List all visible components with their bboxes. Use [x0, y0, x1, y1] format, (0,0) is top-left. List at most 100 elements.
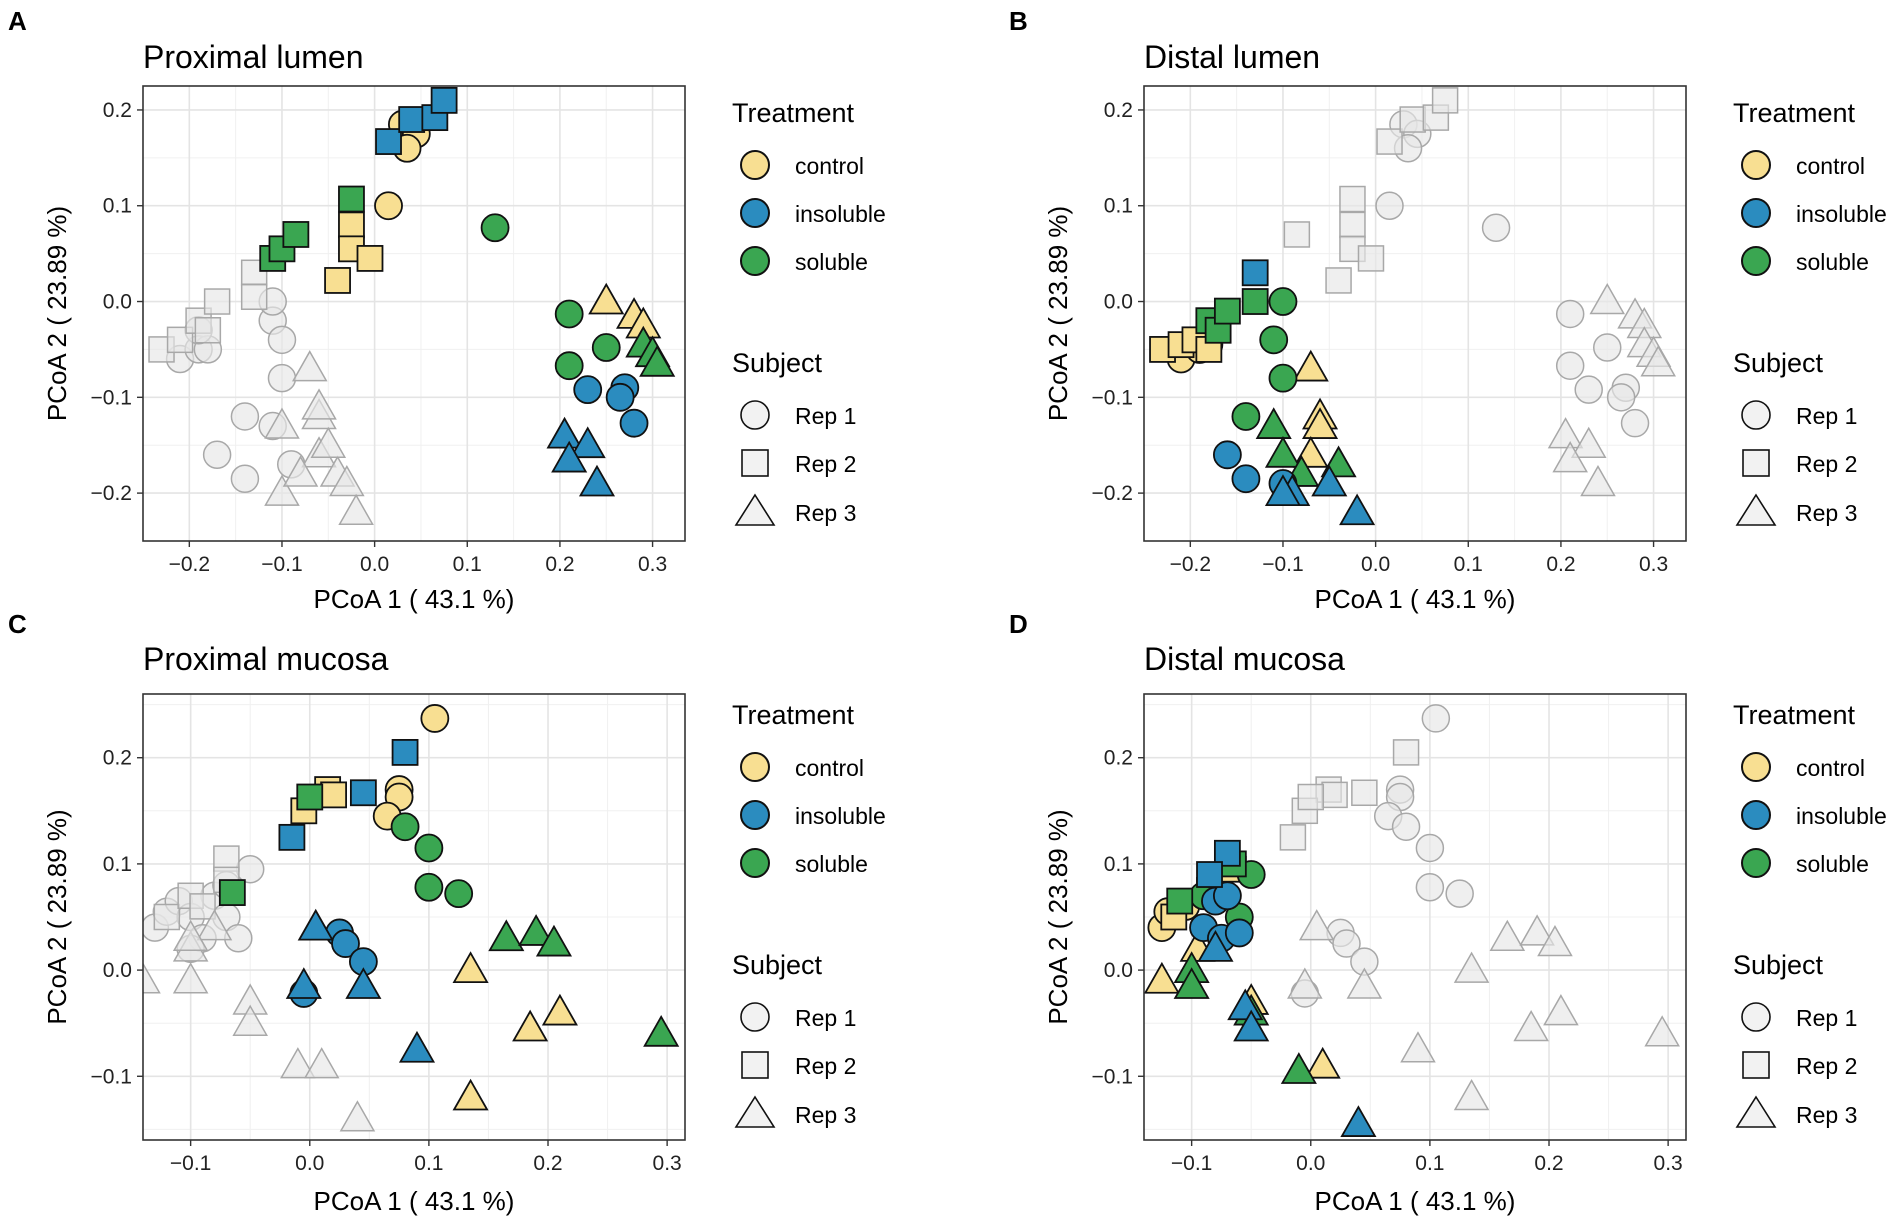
point-control-rep1	[374, 191, 403, 221]
y-tick-label: 0.1	[1104, 195, 1133, 218]
data-points	[148, 86, 676, 526]
point-insoluble-rep3	[345, 967, 382, 999]
point-insoluble-rep3	[1233, 1009, 1270, 1042]
point-control-rep3	[1144, 961, 1180, 994]
x-tick-label: −0.1	[1262, 553, 1303, 576]
legend-insoluble-label: insoluble	[795, 201, 886, 227]
point-background-rep1	[1592, 333, 1622, 362]
x-tick-label: 0.0	[1361, 553, 1390, 576]
x-tick-label: 0.0	[1296, 1152, 1325, 1175]
y-axis-ticks: −0.2 −0.1 0.0 0.1 0.2	[1092, 99, 1144, 505]
legend-subject-title: Subject	[1733, 348, 1824, 378]
point-insoluble-rep2	[349, 779, 377, 807]
legend-soluble-key	[740, 848, 770, 878]
point-insoluble-rep3	[1264, 474, 1302, 507]
point-background-rep3	[1519, 914, 1555, 946]
y-tick-label: 0.1	[103, 853, 132, 876]
point-background-rep3	[172, 962, 209, 994]
point-soluble-rep3	[1173, 967, 1210, 999]
point-background-rep3	[338, 493, 374, 526]
point-control-rep2	[356, 245, 384, 272]
y-tick-label: 0.2	[103, 747, 132, 770]
legend-b: Treatment control insoluble soluble Subj…	[1733, 98, 1887, 526]
legend-circle-key	[740, 400, 770, 430]
point-control-rep3	[541, 993, 578, 1026]
point-insoluble-rep3	[1197, 930, 1234, 962]
point-insoluble-rep3	[546, 416, 583, 449]
legend-insoluble-key	[1741, 198, 1771, 228]
legend-soluble-label: soluble	[795, 851, 868, 877]
legend-soluble-key	[1741, 848, 1771, 878]
point-background-rep3	[1589, 283, 1626, 315]
point-background-rep3	[282, 455, 319, 487]
point-soluble-rep1	[1268, 363, 1298, 393]
legend-rep2-label: Rep 2	[795, 451, 856, 477]
point-soluble-rep1	[1268, 287, 1298, 316]
point-soluble-rep2	[218, 879, 246, 906]
point-background-rep1	[202, 440, 232, 470]
legend-rep1-label: Rep 1	[795, 403, 856, 429]
point-background-rep3	[1346, 967, 1383, 999]
y-axis-ticks: −0.1 0.0 0.1 0.2	[1092, 747, 1144, 1088]
legend-soluble-key	[1741, 246, 1771, 276]
point-background-rep1	[230, 402, 260, 431]
y-axis-title: PCoA 2 ( 23.89 %)	[1043, 809, 1073, 1024]
point-background-rep2	[1321, 781, 1348, 809]
point-control-rep1	[420, 704, 450, 733]
y-tick-label: −0.1	[1092, 386, 1133, 409]
point-background-rep3	[310, 426, 347, 458]
point-insoluble-rep3	[1340, 1105, 1377, 1137]
point-soluble-rep1	[554, 299, 584, 329]
point-soluble-rep2	[338, 185, 365, 213]
point-control-rep3	[512, 1009, 549, 1042]
legend-control-label: control	[795, 755, 864, 781]
point-insoluble-rep1	[1224, 918, 1254, 948]
point-insoluble-rep3	[578, 464, 616, 497]
legend-subject-title: Subject	[732, 950, 823, 980]
point-soluble-rep3	[639, 344, 676, 377]
point-background-rep3	[303, 1047, 340, 1079]
legend-insoluble-label: insoluble	[795, 803, 886, 829]
point-background-rep3	[264, 474, 300, 506]
y-axis-ticks: −0.1 0.0 0.1 0.2	[91, 747, 143, 1088]
point-soluble-rep1	[480, 213, 510, 243]
point-background-rep3	[1552, 441, 1588, 473]
point-background-rep2	[1351, 779, 1378, 807]
point-insoluble-rep1	[619, 408, 649, 438]
panel-a: A Proximal lumen −0.2 −0.1 0.0 0.1 0.2 0.3 −0…	[8, 6, 686, 614]
legend-insoluble-key	[740, 198, 770, 228]
point-background-rep1	[1415, 873, 1445, 902]
point-background-rep2	[1357, 245, 1385, 272]
point-control-rep2	[324, 267, 351, 294]
y-tick-label: 0.0	[103, 291, 132, 314]
legend-d: Treatment control insoluble soluble Subj…	[1733, 700, 1887, 1128]
point-insoluble-rep3	[1227, 988, 1264, 1021]
x-tick-label: −0.1	[1171, 1152, 1212, 1175]
point-background-rep1	[235, 854, 265, 884]
point-insoluble-rep1	[573, 375, 603, 405]
point-control-rep3	[1304, 1046, 1341, 1079]
point-insoluble-rep1	[331, 929, 360, 958]
point-background-rep3	[1570, 426, 1607, 458]
y-axis-title: PCoA 2 ( 23.89 %)	[42, 206, 72, 421]
x-tick-label: 0.2	[1546, 553, 1575, 576]
point-insoluble-rep2	[1196, 861, 1223, 888]
x-tick-label: 0.0	[295, 1152, 324, 1175]
point-background-rep3	[143, 962, 161, 994]
legend-triangle-key	[734, 1095, 776, 1128]
point-background-rep2	[1399, 106, 1426, 133]
point-background-rep3	[172, 919, 209, 951]
y-tick-label: −0.1	[91, 386, 132, 409]
legend-subject-title: Subject	[1733, 950, 1824, 980]
point-background-rep1	[1391, 812, 1421, 841]
panel-letter: B	[1009, 6, 1028, 36]
point-insoluble-rep1	[1212, 440, 1242, 470]
legend-control-label: control	[1796, 153, 1865, 179]
legend-control-label: control	[1796, 755, 1865, 781]
x-axis-ticks: −0.1 0.0 0.1 0.2 0.3	[170, 1140, 682, 1175]
x-tick-label: 0.0	[360, 553, 389, 576]
point-background-rep3	[1400, 1031, 1436, 1063]
y-axis-title: PCoA 2 ( 23.89 %)	[1043, 206, 1073, 421]
x-axis-ticks: −0.2 −0.1 0.0 0.1 0.2 0.3	[169, 541, 667, 576]
